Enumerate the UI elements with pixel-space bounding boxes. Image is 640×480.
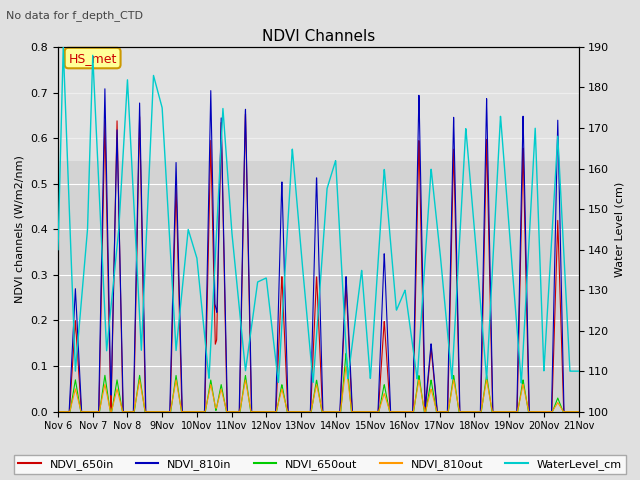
Y-axis label: NDVI channels (W/m2/nm): NDVI channels (W/m2/nm) <box>15 156 25 303</box>
Text: No data for f_depth_CTD: No data for f_depth_CTD <box>6 10 143 21</box>
Title: NDVI Channels: NDVI Channels <box>262 29 375 44</box>
Bar <box>58 47 579 161</box>
Legend: NDVI_650in, NDVI_810in, NDVI_650out, NDVI_810out, WaterLevel_cm: NDVI_650in, NDVI_810in, NDVI_650out, NDV… <box>14 455 626 474</box>
Text: HS_met: HS_met <box>68 51 117 64</box>
Y-axis label: Water Level (cm): Water Level (cm) <box>615 182 625 277</box>
